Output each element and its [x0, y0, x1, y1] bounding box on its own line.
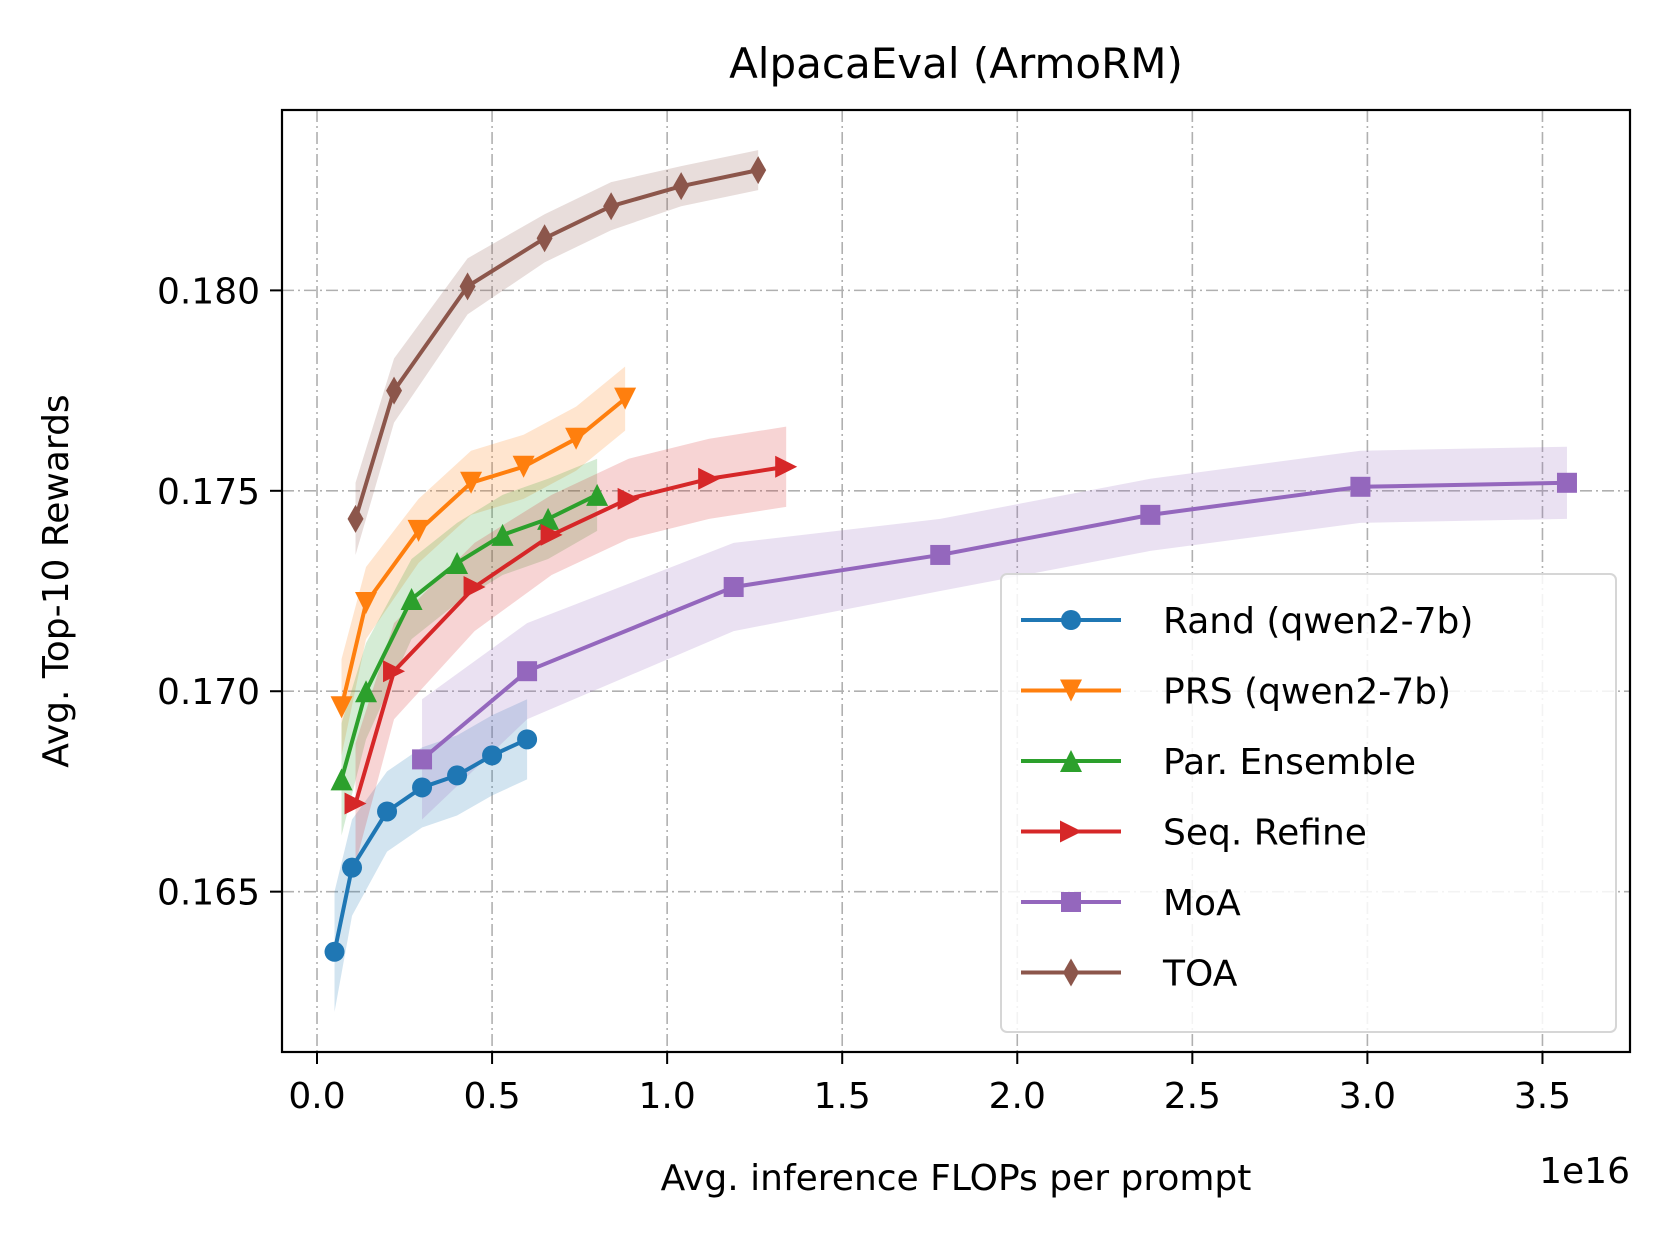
legend-label-toa: TOA: [1162, 954, 1238, 995]
plot-frame: [280, 108, 1632, 1054]
legend-marker-moa: [1061, 892, 1081, 912]
moa-point: [1140, 504, 1161, 525]
y-axis-ticks: 0.165 0.170 0.175 0.180: [157, 271, 282, 914]
legend-label-par-ensemble: Par. Ensemble: [1163, 742, 1416, 783]
moa-point: [1556, 472, 1577, 493]
seq-refine-point: [698, 467, 721, 490]
prs-qwen2-7b-band: [341, 366, 626, 756]
legend-marker-prs-qwen2-7b: [1060, 679, 1082, 702]
toa-point: [536, 224, 553, 253]
x-axis-label: Avg. inference FLOPs per prompt: [661, 1158, 1252, 1199]
toa-point: [459, 272, 476, 301]
x-tick-label: 1.5: [814, 1076, 871, 1117]
x-tick-label: 3.5: [1514, 1076, 1571, 1117]
toa-point: [347, 504, 364, 533]
seq-refine-point: [383, 660, 406, 683]
legend-label-seq-refine: Seq. Refine: [1163, 813, 1367, 854]
series-markers: [324, 156, 1577, 962]
prs-qwen2-7b-point: [407, 519, 430, 542]
x-tick-label: 0.5: [463, 1076, 520, 1117]
rand-qwen2-7b-point: [412, 777, 433, 798]
x-tick-label: 0.0: [288, 1076, 345, 1117]
legend-marker-toa: [1063, 958, 1079, 987]
moa-point: [412, 749, 433, 770]
toa-point: [603, 192, 620, 221]
prs-qwen2-7b-point: [512, 455, 535, 478]
y-tick-label: 0.175: [157, 472, 260, 513]
x-axis-ticks: 0.0 0.5 1.0 1.5 2.0 2.5 3.0 3.5: [288, 1052, 1571, 1117]
prs-qwen2-7b-point: [460, 471, 483, 494]
moa-point: [517, 661, 538, 682]
x-axis-offset-label: 1e16: [1539, 1151, 1630, 1192]
seq-refine-point: [617, 487, 640, 510]
chart-title: AlpacaEval (ArmoRM): [729, 39, 1183, 88]
par-ensemble-point: [330, 768, 353, 791]
par-ensemble-band: [341, 458, 598, 836]
legend-label-prs-qwen2-7b: PRS (qwen2-7b): [1163, 672, 1451, 713]
toa-point: [673, 172, 690, 201]
par-ensemble-point: [491, 523, 514, 546]
prs-qwen2-7b-point: [614, 387, 637, 410]
rand-qwen2-7b-band: [334, 699, 528, 1012]
par-ensemble-point: [355, 680, 378, 703]
x-tick-label: 2.5: [1164, 1076, 1221, 1117]
rand-qwen2-7b-point: [482, 745, 503, 766]
legend-box: [1000, 573, 1617, 1033]
x-tick-label: 3.0: [1339, 1076, 1396, 1117]
moa-point: [930, 544, 951, 565]
legend-label-moa: MoA: [1163, 883, 1241, 924]
y-tick-label: 0.180: [157, 271, 260, 312]
seq-refine-point: [344, 792, 367, 815]
seq-refine-point: [775, 455, 798, 478]
par-ensemble-point: [586, 483, 609, 506]
seq-refine-band: [355, 426, 787, 864]
rand-qwen2-7b-point: [377, 801, 398, 822]
prs-qwen2-7b-point: [565, 427, 588, 450]
rand-qwen2-7b-point: [324, 941, 345, 962]
toa-point: [750, 156, 767, 185]
rand-qwen2-7b-point: [342, 857, 363, 878]
seq-refine-point: [463, 576, 486, 599]
par-ensemble-point: [446, 551, 469, 574]
prs-qwen2-7b-point: [330, 696, 353, 719]
y-axis-label: Avg. Top-10 Rewards: [36, 394, 77, 767]
y-tick-label: 0.170: [157, 672, 260, 713]
legend: Rand (qwen2-7b) PRS (qwen2-7b) Par. Ensemb…: [1000, 573, 1617, 1033]
legend-marker-par-ensemble: [1060, 750, 1082, 772]
x-tick-label: 2.0: [989, 1076, 1046, 1117]
rand-qwen2-7b-point: [517, 729, 538, 750]
legend-marker-seq-refine: [1060, 820, 1082, 843]
prs-qwen2-7b-point: [355, 592, 378, 615]
toa-point: [386, 376, 403, 405]
par-ensemble-point: [537, 507, 560, 530]
moa-point: [1350, 476, 1371, 497]
x-tick-label: 1.0: [639, 1076, 696, 1117]
rand-qwen2-7b-point: [447, 765, 468, 786]
y-tick-label: 0.165: [157, 873, 260, 914]
par-ensemble-point: [400, 588, 423, 611]
legend-marker-rand-qwen2-7b: [1061, 610, 1081, 630]
legend-label-rand-qwen2-7b: Rand (qwen2-7b): [1163, 601, 1473, 642]
seq-refine-point: [540, 523, 563, 546]
moa-point: [723, 577, 744, 598]
